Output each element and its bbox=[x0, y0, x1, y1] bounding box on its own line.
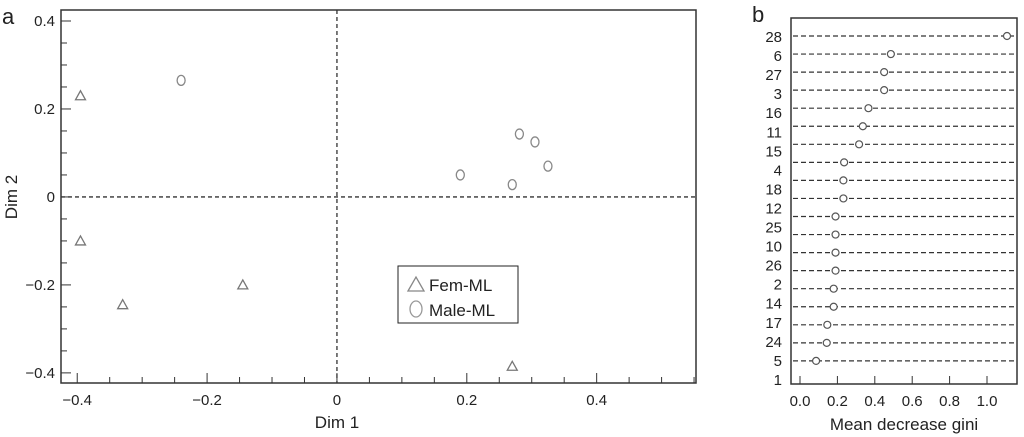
category-label-25: 25 bbox=[765, 220, 782, 237]
y-tick-label-a: 0 bbox=[47, 189, 55, 206]
category-label-24: 24 bbox=[765, 334, 782, 351]
category-label-11: 11 bbox=[766, 124, 782, 141]
x-tick-label-b: 0.6 bbox=[902, 393, 923, 410]
panel-b-label: b bbox=[752, 2, 764, 27]
category-label-5: 5 bbox=[774, 353, 782, 370]
point-fem-ml bbox=[74, 89, 87, 101]
dot-28 bbox=[1002, 31, 1012, 41]
legend-box bbox=[397, 265, 519, 324]
category-label-26: 26 bbox=[765, 258, 782, 275]
point-male-ml bbox=[176, 74, 186, 87]
legend: Fem-ML Male-ML bbox=[397, 265, 519, 324]
category-label-3: 3 bbox=[774, 86, 782, 103]
x-tick-label-b: 0.2 bbox=[827, 393, 848, 410]
point-fem-ml bbox=[74, 234, 87, 246]
category-label-6: 6 bbox=[774, 48, 782, 65]
dot-12 bbox=[839, 194, 848, 203]
y-tick-label-a: 0.2 bbox=[34, 101, 55, 118]
dot-18 bbox=[839, 176, 848, 185]
dot-10 bbox=[831, 230, 840, 239]
category-label-14: 14 bbox=[765, 296, 782, 313]
legend-triangle-icon bbox=[406, 275, 426, 292]
dot-2 bbox=[831, 266, 840, 275]
point-male-ml bbox=[514, 128, 525, 140]
panel-a: a Dim 1 Dim 2 Fem-ML Male-ML −0.4 −0.2 0 0.… bbox=[2, 4, 697, 432]
x-tick-label-b: 0.4 bbox=[864, 393, 885, 410]
y-tick-label-a: −0.2 bbox=[25, 277, 55, 294]
dot-27 bbox=[880, 67, 889, 77]
x-tick-label-b: 0.0 bbox=[790, 393, 811, 410]
dot-16 bbox=[864, 104, 873, 113]
dot-15 bbox=[854, 140, 864, 149]
x-axis-label-a: Dim 1 bbox=[315, 413, 359, 432]
dot-14 bbox=[829, 284, 838, 293]
dot-4 bbox=[840, 158, 849, 167]
dot-3 bbox=[880, 86, 889, 95]
dot-11 bbox=[858, 122, 867, 131]
dot-1 bbox=[811, 356, 821, 365]
x-tick-label-b: 1.0 bbox=[977, 393, 998, 410]
point-male-ml bbox=[507, 178, 517, 191]
legend-male-ml: Male-ML bbox=[429, 301, 495, 320]
legend-circle-icon bbox=[409, 300, 423, 318]
category-label-10: 10 bbox=[765, 239, 782, 256]
point-male-ml bbox=[530, 136, 540, 148]
category-label-28: 28 bbox=[765, 29, 782, 46]
y-axis-label-a: Dim 2 bbox=[2, 175, 21, 219]
y-tick-label-a: 0.4 bbox=[34, 13, 55, 30]
category-label-2: 2 bbox=[774, 277, 782, 294]
category-label-1: 1 bbox=[774, 372, 782, 389]
x-axis-label-b: Mean decrease gini bbox=[830, 415, 978, 434]
x-tick-label-a: 0.4 bbox=[586, 392, 607, 409]
category-label-15: 15 bbox=[765, 143, 782, 160]
dot-17 bbox=[829, 302, 838, 311]
category-label-4: 4 bbox=[774, 162, 782, 179]
category-label-18: 18 bbox=[765, 181, 782, 198]
category-label-27: 27 bbox=[765, 67, 782, 84]
y-tick-label-a: −0.4 bbox=[25, 365, 55, 382]
x-tick-label-a: −0.2 bbox=[192, 392, 222, 409]
point-fem-ml bbox=[506, 359, 519, 371]
point-fem-ml bbox=[236, 278, 249, 290]
point-fem-ml bbox=[116, 298, 129, 310]
x-tick-label-a: −0.4 bbox=[62, 392, 92, 409]
plot-frame-b bbox=[790, 17, 1018, 385]
dot-5 bbox=[822, 338, 831, 347]
panel-b: b Mean decrease gini 0.0 0.2 0.4 0.6 0.8 1.0 2… bbox=[752, 2, 1018, 434]
category-label-12: 12 bbox=[765, 200, 782, 217]
x-tick-label-a: 0 bbox=[333, 392, 341, 409]
category-label-17: 17 bbox=[765, 315, 782, 332]
dot-24 bbox=[823, 320, 832, 329]
dot-26 bbox=[831, 248, 840, 257]
x-tick-label-a: 0.2 bbox=[456, 392, 477, 409]
legend-fem-ml: Fem-ML bbox=[429, 276, 492, 295]
panel-a-label: a bbox=[2, 4, 15, 29]
point-male-ml bbox=[543, 160, 553, 172]
x-tick-label-b: 0.8 bbox=[939, 393, 960, 410]
point-male-ml bbox=[455, 169, 465, 181]
category-label-16: 16 bbox=[765, 105, 782, 122]
dot-25 bbox=[831, 212, 840, 221]
dot-6 bbox=[886, 49, 895, 59]
